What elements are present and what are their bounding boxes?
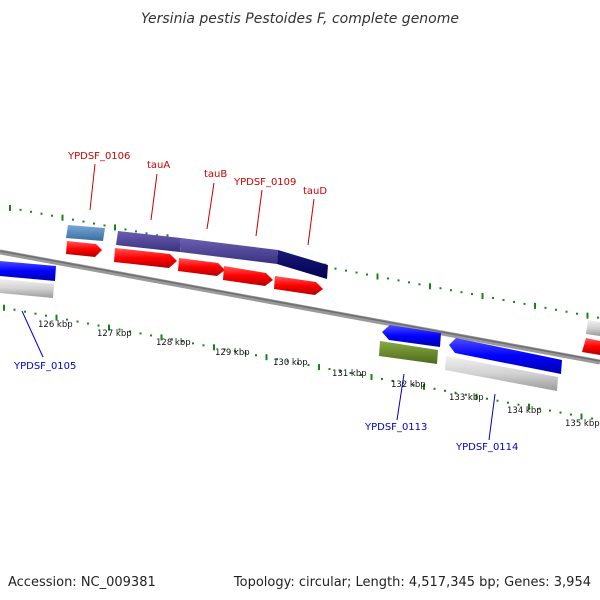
gene-label-tauA[interactable]: tauA bbox=[147, 160, 170, 171]
gene-label-ypdsf-0109[interactable]: YPDSF_0109 bbox=[233, 177, 296, 188]
gene-arrow-ypdsf-0113[interactable] bbox=[382, 325, 441, 347]
leader-line bbox=[206, 182, 215, 230]
upper-gene-labels: YPDSF_0106 tauA tauB YPDSF_0109 tauD bbox=[67, 151, 327, 246]
genome-summary-text: Topology: circular; Length: 4,517,345 bp… bbox=[233, 575, 591, 590]
feature-ypdsf-0105-grey[interactable] bbox=[0, 279, 54, 298]
forward-feature-row bbox=[66, 225, 600, 355]
tick-label: 133 kbp bbox=[449, 393, 484, 403]
feature-tauD-navy[interactable] bbox=[277, 250, 328, 279]
feature-ypdsf-0113-green[interactable] bbox=[379, 341, 438, 364]
lower-gene-labels: YPDSF_0105 YPDSF_0113 YPDSF_0114 bbox=[13, 310, 518, 453]
tick-labels: 126 kbp 127 kbp 128 kbp 129 kbp 130 kbp … bbox=[38, 320, 600, 429]
tick-label: 131 kbp bbox=[332, 369, 367, 379]
gene-label-tauB[interactable]: tauB bbox=[204, 169, 227, 180]
gene-arrow-ypdsf-0114[interactable] bbox=[449, 338, 562, 374]
feature-tauA-purple[interactable] bbox=[116, 231, 181, 252]
leader-line bbox=[307, 198, 315, 246]
gene-label-ypdsf-0105[interactable]: YPDSF_0105 bbox=[13, 361, 76, 372]
tick-label: 127 kbp bbox=[97, 329, 132, 339]
gene-arrow-tauB[interactable] bbox=[178, 258, 225, 276]
accession-text: Accession: NC_009381 bbox=[8, 575, 156, 590]
gene-arrow-ypdsf-0105[interactable] bbox=[0, 261, 56, 281]
gene-arrow-ypdsf-0106[interactable] bbox=[66, 241, 102, 257]
reverse-feature-row bbox=[0, 261, 562, 391]
tick-label: 128 kbp bbox=[156, 338, 191, 348]
feature-tauB-purple[interactable] bbox=[180, 238, 278, 264]
tick-label: 135 kbp bbox=[565, 419, 600, 429]
leader-line bbox=[150, 173, 158, 221]
tick-label: 134 kbp bbox=[507, 406, 542, 416]
gene-arrow-right-edge[interactable] bbox=[582, 338, 600, 355]
leader-line bbox=[89, 163, 96, 211]
genome-backbone bbox=[0, 249, 600, 365]
feature-grey-right-edge[interactable] bbox=[586, 320, 600, 336]
leader-line bbox=[21, 310, 44, 358]
map-title: Yersinia pestis Pestoides F, complete ge… bbox=[141, 11, 459, 27]
leader-line bbox=[488, 393, 496, 441]
gene-label-ypdsf-0106[interactable]: YPDSF_0106 bbox=[67, 151, 130, 162]
gene-label-ypdsf-0113[interactable]: YPDSF_0113 bbox=[364, 422, 427, 433]
tick-label: 126 kbp bbox=[38, 320, 73, 330]
leader-line bbox=[396, 373, 405, 421]
tick-label: 130 kbp bbox=[273, 358, 308, 368]
gene-label-ypdsf-0114[interactable]: YPDSF_0114 bbox=[455, 442, 518, 453]
gene-label-tauD[interactable]: tauD bbox=[303, 186, 327, 197]
feature-ypdsf-0114-grey[interactable] bbox=[445, 356, 558, 391]
leader-line bbox=[255, 189, 263, 237]
tick-label: 132 kbp bbox=[391, 380, 426, 390]
feature-ypdsf-0106-blue[interactable] bbox=[66, 225, 105, 241]
gene-arrow-tauD[interactable] bbox=[274, 276, 323, 295]
tick-row-lower bbox=[3, 304, 593, 420]
gene-arrow-ypdsf-0109[interactable] bbox=[223, 266, 273, 286]
gene-arrow-tauA[interactable] bbox=[114, 248, 177, 268]
tick-label: 129 kbp bbox=[215, 348, 250, 358]
